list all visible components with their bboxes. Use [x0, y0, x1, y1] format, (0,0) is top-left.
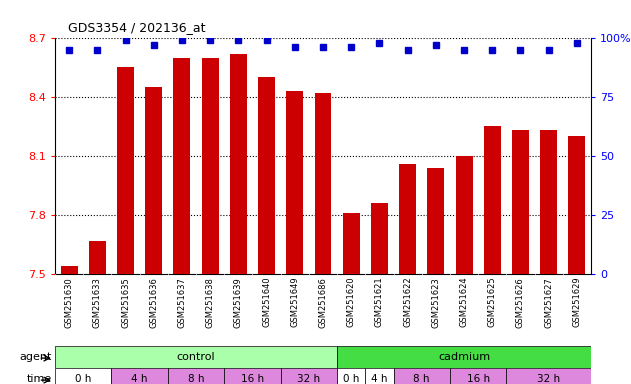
Bar	[55, 346, 337, 368]
Bar	[569, 136, 586, 274]
Bar	[540, 131, 557, 274]
Bar	[174, 58, 191, 274]
Bar	[230, 54, 247, 274]
Bar	[112, 368, 168, 384]
Text: agent: agent	[20, 352, 52, 362]
Text: 4 h: 4 h	[371, 374, 387, 384]
Text: 4 h: 4 h	[131, 374, 148, 384]
Bar	[168, 368, 224, 384]
Bar	[145, 87, 162, 274]
Bar	[394, 368, 450, 384]
Bar	[61, 266, 78, 274]
Text: GDS3354 / 202136_at: GDS3354 / 202136_at	[68, 21, 205, 34]
Bar	[371, 203, 388, 274]
Text: control: control	[177, 352, 215, 362]
Bar	[89, 240, 106, 274]
Bar	[117, 68, 134, 274]
Bar	[55, 368, 112, 384]
Bar	[337, 346, 591, 368]
Bar	[202, 58, 218, 274]
Bar	[286, 91, 304, 274]
Bar	[258, 77, 275, 274]
Bar	[427, 168, 444, 274]
Text: time: time	[27, 374, 52, 384]
Bar	[484, 126, 501, 274]
Bar	[337, 368, 365, 384]
Bar	[512, 131, 529, 274]
Text: 8 h: 8 h	[188, 374, 204, 384]
Text: 32 h: 32 h	[297, 374, 321, 384]
Text: 16 h: 16 h	[466, 374, 490, 384]
Text: 16 h: 16 h	[241, 374, 264, 384]
Text: cadmium: cadmium	[438, 352, 490, 362]
Text: 0 h: 0 h	[75, 374, 91, 384]
Bar	[314, 93, 331, 274]
Bar	[399, 164, 416, 274]
Bar	[224, 368, 281, 384]
Text: 32 h: 32 h	[537, 374, 560, 384]
Bar	[343, 213, 360, 274]
Bar	[506, 368, 591, 384]
Bar	[365, 368, 394, 384]
Bar	[281, 368, 337, 384]
Bar	[456, 156, 473, 274]
Bar	[450, 368, 506, 384]
Text: 0 h: 0 h	[343, 374, 360, 384]
Text: 8 h: 8 h	[413, 374, 430, 384]
